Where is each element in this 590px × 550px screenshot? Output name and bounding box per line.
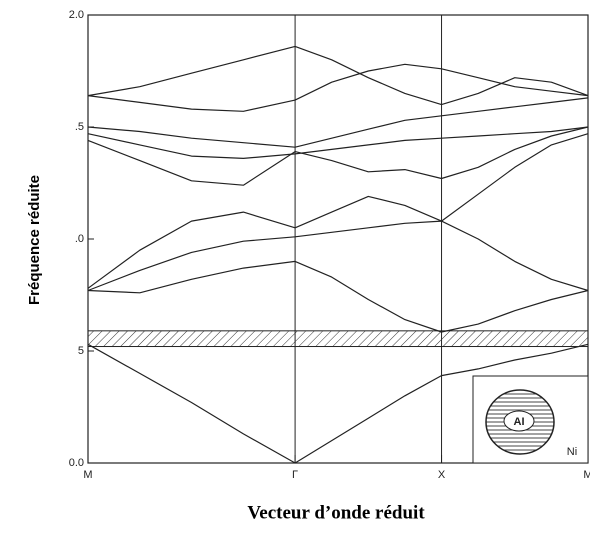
x-axis-label: Vecteur d’onde réduit — [247, 502, 425, 523]
inset-label: Ni — [567, 446, 577, 458]
inset-core — [503, 410, 535, 432]
band-gap — [87, 330, 589, 348]
y-axis-label: Fréquence réduite — [26, 175, 43, 305]
x-tick-label: M — [583, 469, 590, 481]
dispersion-curve — [87, 260, 589, 333]
inset-label: AI — [514, 416, 525, 428]
y-tick-label: .0 — [75, 233, 84, 245]
dispersion-curve — [87, 133, 589, 289]
y-tick-label: .5 — [75, 121, 84, 133]
dispersion-curve — [87, 343, 589, 464]
dispersion-curve — [87, 97, 589, 148]
x-tick-label: M — [83, 469, 92, 481]
x-tick-label: Γ — [292, 469, 298, 481]
y-tick-label: 0.0 — [69, 457, 84, 469]
dispersion-curve — [87, 63, 589, 112]
dispersion-curve — [87, 45, 589, 106]
dispersion-curve — [87, 126, 589, 159]
x-tick-label: X — [438, 469, 446, 481]
dispersion-curve — [87, 126, 589, 186]
y-tick-label: 2.0 — [69, 9, 84, 21]
dispersion-curve — [87, 220, 589, 292]
y-tick-label: 5 — [78, 345, 84, 357]
